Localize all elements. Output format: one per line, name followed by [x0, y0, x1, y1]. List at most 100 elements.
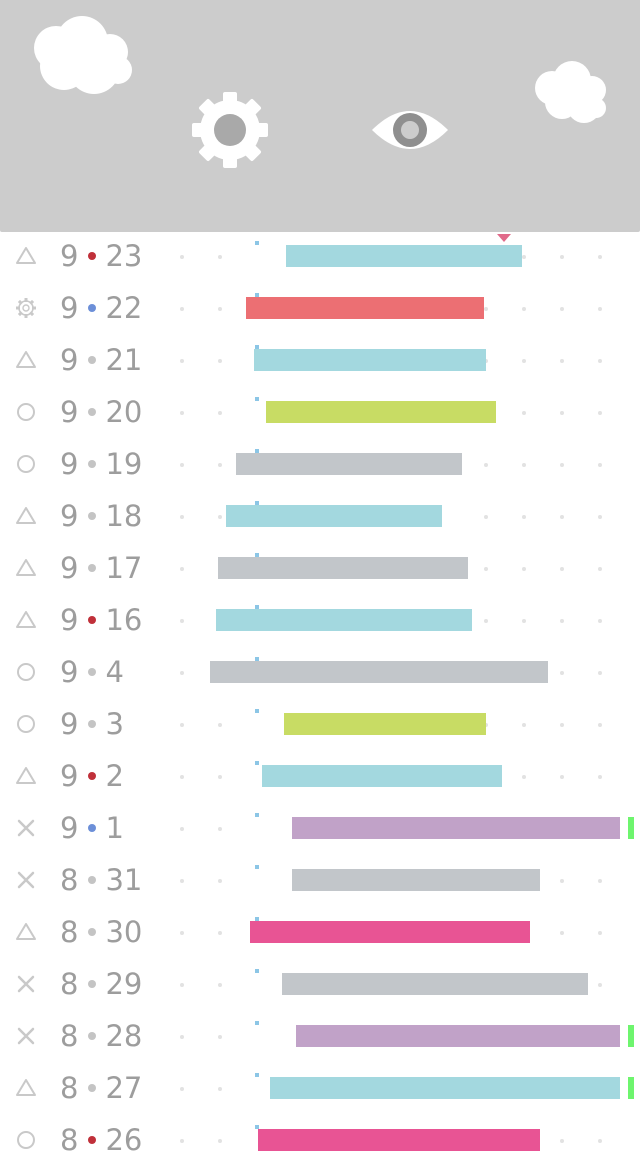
- grid-dot: [560, 307, 564, 311]
- grid-dot: [598, 931, 602, 935]
- overflow-indicator: [628, 1077, 634, 1099]
- grid-dot: [598, 723, 602, 727]
- date-label: 9 16: [60, 600, 142, 640]
- date-day: 23: [105, 239, 143, 273]
- day-row[interactable]: 8 30: [0, 906, 640, 958]
- grid-dot: [180, 931, 184, 935]
- date-day: 18: [105, 499, 143, 533]
- day-row[interactable]: 9 21: [0, 334, 640, 386]
- grid-dot: [218, 411, 222, 415]
- cloud-icon: [34, 16, 132, 94]
- day-row[interactable]: 8 29: [0, 958, 640, 1010]
- grid-dot: [598, 359, 602, 363]
- grid-dot: [598, 307, 602, 311]
- day-row[interactable]: 9 23: [0, 230, 640, 282]
- grid-dot: [560, 463, 564, 467]
- time-tick: [255, 449, 259, 453]
- grid-dot: [560, 1139, 564, 1143]
- duration-bar[interactable]: [210, 661, 548, 683]
- duration-bar[interactable]: [216, 609, 472, 631]
- triangle-icon: [16, 1079, 36, 1096]
- date-separator-dot: [88, 1084, 97, 1092]
- duration-bar[interactable]: [266, 401, 496, 423]
- day-row[interactable]: 9 20: [0, 386, 640, 438]
- date-month: 9: [60, 759, 79, 793]
- grid-dot: [484, 515, 488, 519]
- circle-icon: [17, 663, 35, 681]
- day-row[interactable]: 9 16: [0, 594, 640, 646]
- date-separator-dot: [88, 928, 97, 936]
- date-separator-dot: [88, 460, 97, 468]
- grid-dot: [218, 723, 222, 727]
- circle-icon: [17, 1131, 35, 1149]
- duration-bar[interactable]: [246, 297, 484, 319]
- settings-gear-icon[interactable]: [190, 90, 270, 170]
- current-position-marker: [497, 234, 511, 242]
- day-row[interactable]: 8 28: [0, 1010, 640, 1062]
- grid-dot: [484, 567, 488, 571]
- grid-dot: [598, 411, 602, 415]
- date-day: 21: [105, 343, 143, 377]
- duration-bar[interactable]: [262, 765, 502, 787]
- date-separator-dot: [88, 408, 97, 416]
- grid-dot: [598, 983, 602, 987]
- day-row[interactable]: 9 22: [0, 282, 640, 334]
- date-label: 8 28: [60, 1016, 142, 1056]
- date-separator-dot: [88, 1136, 97, 1144]
- triangle-icon: [16, 767, 36, 784]
- grid-dot: [598, 671, 602, 675]
- cross-icon: [17, 1027, 35, 1045]
- day-row[interactable]: 9 19: [0, 438, 640, 490]
- duration-bar[interactable]: [284, 713, 486, 735]
- date-day: 4: [105, 655, 124, 689]
- duration-bar[interactable]: [282, 973, 588, 995]
- cross-icon: [17, 975, 35, 993]
- grid-dot: [180, 307, 184, 311]
- date-day: 20: [105, 395, 143, 429]
- day-row[interactable]: 8 27: [0, 1062, 640, 1114]
- date-month: 8: [60, 1019, 79, 1053]
- duration-bar[interactable]: [270, 1077, 620, 1099]
- day-row[interactable]: 9 17: [0, 542, 640, 594]
- date-month: 9: [60, 291, 79, 325]
- duration-bar[interactable]: [292, 869, 540, 891]
- grid-dot: [180, 567, 184, 571]
- duration-bar[interactable]: [218, 557, 468, 579]
- time-tick: [255, 553, 259, 557]
- day-row[interactable]: 9 18: [0, 490, 640, 542]
- date-label: 8 26: [60, 1120, 142, 1160]
- duration-bar[interactable]: [286, 245, 522, 267]
- date-label: 9 19: [60, 444, 142, 484]
- day-row[interactable]: 8 31: [0, 854, 640, 906]
- duration-bar[interactable]: [292, 817, 620, 839]
- day-row[interactable]: 8 26: [0, 1114, 640, 1166]
- circle-icon: [17, 455, 35, 473]
- date-separator-dot: [88, 564, 97, 572]
- date-month: 8: [60, 1123, 79, 1157]
- duration-bar[interactable]: [226, 505, 442, 527]
- time-tick: [255, 345, 259, 349]
- duration-bar[interactable]: [250, 921, 530, 943]
- date-day: 2: [105, 759, 124, 793]
- duration-bar[interactable]: [236, 453, 462, 475]
- cross-icon: [17, 871, 35, 889]
- top-toolbar: [0, 0, 640, 232]
- grid-dot: [484, 463, 488, 467]
- time-tick: [255, 917, 259, 921]
- date-day: 3: [105, 707, 124, 741]
- eye-icon[interactable]: [368, 100, 452, 160]
- duration-bar[interactable]: [258, 1129, 540, 1151]
- duration-bar[interactable]: [296, 1025, 620, 1047]
- grid-dot: [180, 255, 184, 259]
- grid-dot: [180, 775, 184, 779]
- grid-dot: [484, 723, 488, 727]
- date-day: 27: [105, 1071, 143, 1105]
- grid-dot: [218, 827, 222, 831]
- date-day: 28: [105, 1019, 143, 1053]
- date-separator-dot: [88, 304, 97, 312]
- duration-bar[interactable]: [254, 349, 486, 371]
